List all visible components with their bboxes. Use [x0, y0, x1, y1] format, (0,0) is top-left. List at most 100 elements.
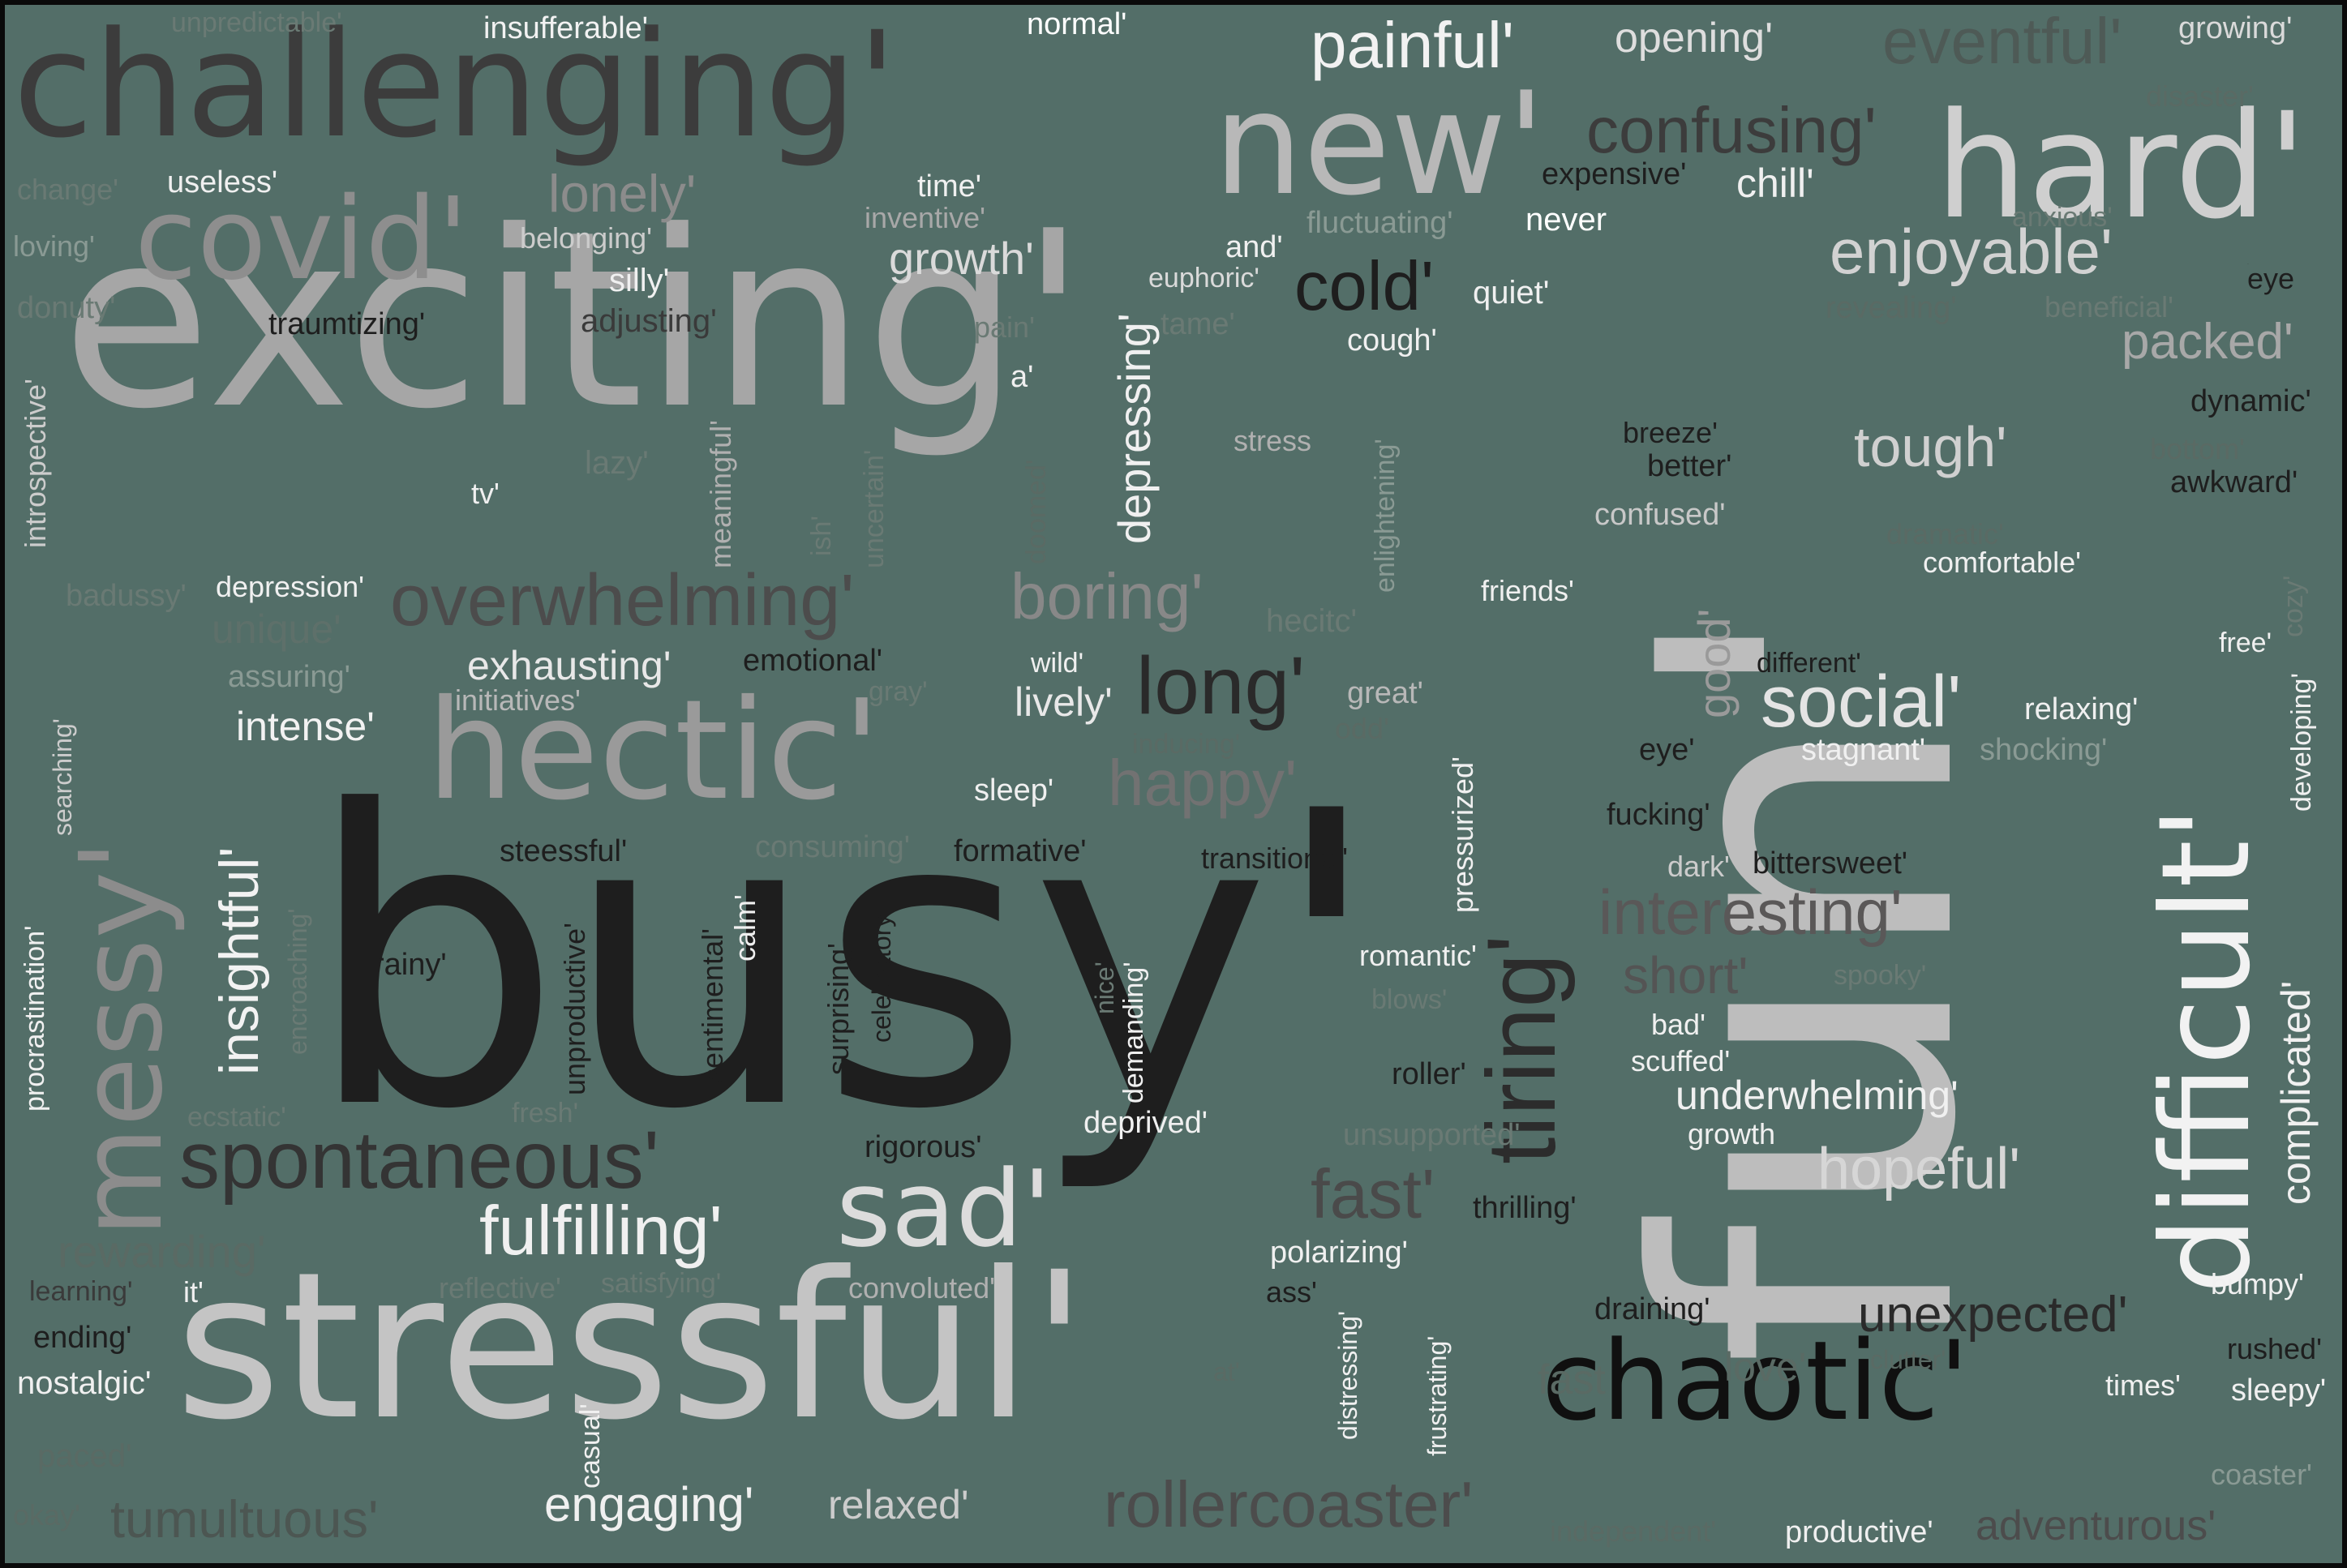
cloud-word: packed' [2122, 314, 2293, 370]
cloud-word: spooky' [1834, 960, 1927, 991]
cloud-word: unproductive' [558, 922, 591, 1095]
cloud-word: depression' [216, 570, 364, 603]
cloud-word: wild' [1031, 648, 1084, 679]
cloud-word: revealing' [1826, 291, 1957, 325]
cloud-word: shocking' [1980, 733, 2108, 767]
cloud-word: cough' [1347, 323, 1437, 358]
cloud-word: fulfilling' [479, 1193, 723, 1270]
cloud-word: transitional' [1201, 842, 1348, 875]
cloud-word: friends' [1481, 574, 1574, 607]
cloud-word: eye' [1639, 733, 1695, 767]
cloud-word: tame' [1161, 307, 1235, 341]
cloud-word: chill' [1736, 161, 1814, 206]
cloud-word: relaxing' [2024, 692, 2139, 726]
cloud-word: busy' [305, 726, 1383, 1197]
cloud-word: consuming' [755, 830, 911, 864]
cloud-word: dramatic' [1886, 517, 2004, 551]
cloud-word: rewarding' [58, 1226, 266, 1277]
cloud-word: fast [1538, 1356, 1606, 1403]
cloud-word: belonging' [520, 221, 653, 255]
cloud-word: blows' [1371, 984, 1448, 1015]
cloud-word: inducing' [1132, 729, 1241, 760]
cloud-word: uncertain' [859, 449, 890, 568]
cloud-word: good' [1688, 608, 1740, 718]
cloud-word: painful' [1311, 9, 1515, 81]
cloud-word: ass' [1266, 1275, 1317, 1309]
cloud-word: meaningful' [704, 420, 737, 568]
cloud-word: complicated' [2273, 980, 2319, 1205]
cloud-word: enlightening' [1370, 439, 1401, 593]
cloud-word: ecstatic' [187, 1102, 286, 1133]
cloud-word: reflective' [439, 1271, 561, 1305]
cloud-word: fluctuating' [1307, 206, 1453, 240]
cloud-word: clutter' [1870, 1345, 1946, 1374]
cloud-word: exhausting' [467, 643, 671, 688]
cloud-word: dark' [1667, 850, 1730, 883]
cloud-word: social' [1761, 662, 1962, 743]
cloud-word: times' [2105, 1369, 2181, 1402]
cloud-word: emotional' [743, 644, 883, 678]
cloud-word: unique' [212, 606, 341, 652]
cloud-word: unpredictable' [171, 7, 342, 38]
cloud-word: productive' [1785, 1515, 1933, 1549]
cloud-word: engaging' [544, 1477, 754, 1532]
cloud-word: overwhelming' [390, 560, 855, 641]
cloud-word: opening' [1615, 15, 1773, 62]
cloud-word: sleepy' [2231, 1373, 2327, 1407]
cloud-word: frustrating' [1422, 1335, 1452, 1456]
cloud-word: love' [1724, 1344, 1807, 1390]
cloud-word: depressing' [1109, 313, 1160, 544]
cloud-word: confusing' [1586, 94, 1877, 166]
cloud-word: free' [2219, 628, 2272, 658]
cloud-word: disaster' [2146, 79, 2254, 113]
cloud-word: beneficial' [2045, 290, 2173, 323]
cloud-word: challenging' [13, 1, 898, 170]
cloud-word: rigorous' [865, 1130, 982, 1164]
cloud-word: quiet' [1473, 275, 1550, 311]
cloud-word: donuty' [17, 291, 116, 325]
cloud-word: better' [1647, 449, 1732, 483]
cloud-word: cozy' [2278, 575, 2309, 637]
cloud-word: bittersweet' [1753, 846, 1908, 880]
cloud-word: inventive' [865, 201, 985, 234]
cloud-word: eye [2247, 262, 2295, 295]
cloud-word: intense' [236, 704, 375, 749]
cloud-word: bottom' [2150, 432, 2245, 465]
cloud-word: enjoyable' [1830, 216, 2113, 287]
cloud-word: change' [17, 173, 118, 206]
cloud-word: procrastination' [19, 925, 50, 1112]
cloud-word: surprising' [822, 943, 855, 1075]
cloud-word: long' [1136, 640, 1306, 731]
cloud-word: stress [1234, 424, 1312, 457]
cloud-word: ending' [33, 1321, 132, 1355]
cloud-word: never [1525, 202, 1607, 238]
cloud-word: developing' [2286, 673, 2317, 812]
cloud-word: assuring' [228, 660, 350, 694]
cloud-word: eye' [2247, 264, 2249, 265]
cloud-word: great' [1347, 676, 1423, 710]
cloud-word: fast' [1311, 1156, 1435, 1233]
cloud-word: casual' [575, 1403, 606, 1489]
cloud-word: euphoric' [1148, 263, 1259, 293]
cloud-word: silly' [609, 263, 670, 298]
cloud-word: thrilling' [1473, 1191, 1577, 1225]
cloud-word: demanding' [1118, 962, 1149, 1103]
cloud-word: lazy' [585, 445, 649, 481]
cloud-word: okay' [13, 1498, 80, 1532]
cloud-word: lively' [1015, 679, 1113, 725]
cloud-word: steessful' [500, 834, 628, 868]
cloud-word: ish' [806, 516, 837, 556]
cloud-word: unsupported' [1343, 1118, 1521, 1152]
cloud-word: fresh' [512, 1098, 579, 1129]
cloud-word: traumtizing' [268, 307, 426, 341]
cloud-word: covid' [135, 174, 469, 306]
cloud-word: coaster' [2211, 1458, 2312, 1491]
cloud-word: eventful' [1882, 5, 2122, 77]
cloud-word: interesting' [1598, 876, 1903, 948]
cloud-word: nostalgic' [17, 1365, 152, 1401]
cloud-word: distressing' [1333, 1310, 1362, 1440]
cloud-word: celebratory' [867, 909, 896, 1043]
cloud-word: short' [1623, 946, 1748, 1005]
cloud-word: and' [1225, 230, 1283, 264]
